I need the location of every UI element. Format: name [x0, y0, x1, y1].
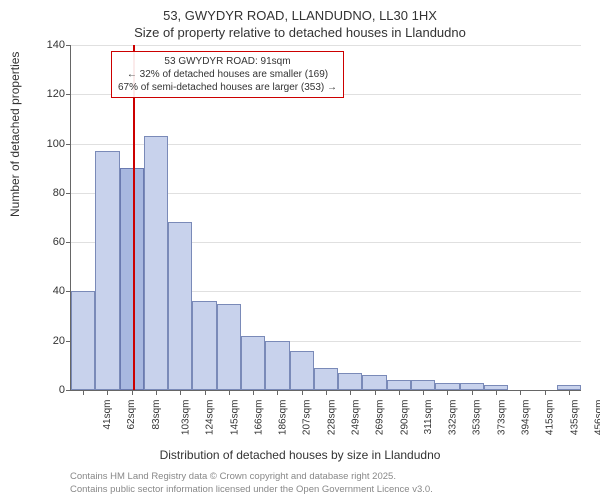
histogram-bar: [362, 375, 386, 390]
histogram-bar: [168, 222, 192, 390]
x-tick-label: 394sqm: [521, 400, 532, 436]
y-tick-mark: [66, 390, 71, 391]
x-tick-label: 415sqm: [545, 400, 556, 436]
y-tick-label: 60: [53, 236, 65, 248]
histogram-bar: [95, 151, 119, 390]
y-tick-label: 80: [53, 187, 65, 199]
histogram-bar: [265, 341, 289, 390]
y-tick-label: 140: [47, 39, 65, 51]
plot-area: 02040608010012014041sqm62sqm83sqm103sqm1…: [70, 45, 581, 391]
histogram-bar: [411, 380, 435, 390]
histogram-bar: [144, 136, 168, 390]
annotation-box: 53 GWYDYR ROAD: 91sqm← 32% of detached h…: [111, 51, 344, 98]
x-tick-mark: [472, 390, 473, 395]
x-tick-label: 353sqm: [472, 400, 483, 436]
y-tick-label: 0: [59, 384, 65, 396]
x-tick-label: 249sqm: [351, 400, 362, 436]
x-tick-label: 186sqm: [278, 400, 289, 436]
x-tick-mark: [107, 390, 108, 395]
chart-container: 53, GWYDYR ROAD, LLANDUDNO, LL30 1HX Siz…: [0, 0, 600, 500]
footer-line2: Contains public sector information licen…: [70, 484, 433, 496]
histogram-bar: [241, 336, 265, 390]
x-tick-label: 373sqm: [496, 400, 507, 436]
histogram-bar: [460, 383, 484, 390]
histogram-bar: [435, 383, 459, 390]
x-tick-label: 83sqm: [151, 400, 162, 430]
x-tick-mark: [277, 390, 278, 395]
x-tick-label: 269sqm: [375, 400, 386, 436]
histogram-bar: [314, 368, 338, 390]
histogram-bar: [217, 304, 241, 390]
x-tick-mark: [350, 390, 351, 395]
y-tick-mark: [66, 144, 71, 145]
x-tick-label: 311sqm: [423, 400, 434, 435]
histogram-bar: [192, 301, 216, 390]
annotation-line: 67% of semi-detached houses are larger (…: [118, 81, 337, 94]
grid-line: [71, 45, 581, 46]
x-tick-mark: [302, 390, 303, 395]
x-tick-mark: [132, 390, 133, 395]
x-tick-mark: [83, 390, 84, 395]
x-tick-label: 145sqm: [229, 400, 240, 436]
annotation-line: 53 GWYDYR ROAD: 91sqm: [118, 55, 337, 68]
x-tick-label: 207sqm: [302, 400, 313, 436]
y-tick-label: 40: [53, 285, 65, 297]
annotation-line: ← 32% of detached houses are smaller (16…: [118, 68, 337, 81]
x-tick-label: 124sqm: [205, 400, 216, 436]
y-tick-label: 120: [47, 88, 65, 100]
x-tick-label: 435sqm: [569, 400, 580, 436]
x-tick-mark: [447, 390, 448, 395]
histogram-bar: [387, 380, 411, 390]
x-tick-mark: [545, 390, 546, 395]
x-tick-label: 456sqm: [593, 400, 600, 436]
y-tick-label: 100: [47, 138, 65, 150]
histogram-bar: [290, 351, 314, 390]
chart-title-line1: 53, GWYDYR ROAD, LLANDUDNO, LL30 1HX: [0, 8, 600, 23]
y-tick-mark: [66, 242, 71, 243]
x-tick-mark: [205, 390, 206, 395]
histogram-bar: [338, 373, 362, 390]
histogram-bar: [71, 291, 95, 390]
x-tick-mark: [496, 390, 497, 395]
y-tick-label: 20: [53, 335, 65, 347]
x-tick-mark: [326, 390, 327, 395]
x-tick-mark: [180, 390, 181, 395]
histogram-bar: [120, 168, 144, 390]
x-tick-label: 332sqm: [448, 400, 459, 436]
x-tick-mark: [569, 390, 570, 395]
x-tick-mark: [156, 390, 157, 395]
footer-line1: Contains HM Land Registry data © Crown c…: [70, 471, 433, 483]
x-tick-label: 41sqm: [102, 400, 113, 430]
y-tick-mark: [66, 94, 71, 95]
x-tick-label: 103sqm: [181, 400, 192, 436]
x-tick-label: 290sqm: [399, 400, 410, 436]
y-tick-mark: [66, 193, 71, 194]
x-tick-mark: [229, 390, 230, 395]
footer-attribution: Contains HM Land Registry data © Crown c…: [70, 471, 433, 496]
x-tick-label: 228sqm: [326, 400, 337, 436]
x-axis-label: Distribution of detached houses by size …: [0, 448, 600, 462]
y-axis-label: Number of detached properties: [8, 52, 22, 217]
x-tick-mark: [520, 390, 521, 395]
x-tick-mark: [375, 390, 376, 395]
chart-title-line2: Size of property relative to detached ho…: [0, 25, 600, 40]
x-tick-mark: [423, 390, 424, 395]
x-tick-label: 166sqm: [253, 400, 264, 436]
x-tick-mark: [399, 390, 400, 395]
x-tick-mark: [253, 390, 254, 395]
x-tick-label: 62sqm: [126, 400, 137, 430]
y-tick-mark: [66, 45, 71, 46]
